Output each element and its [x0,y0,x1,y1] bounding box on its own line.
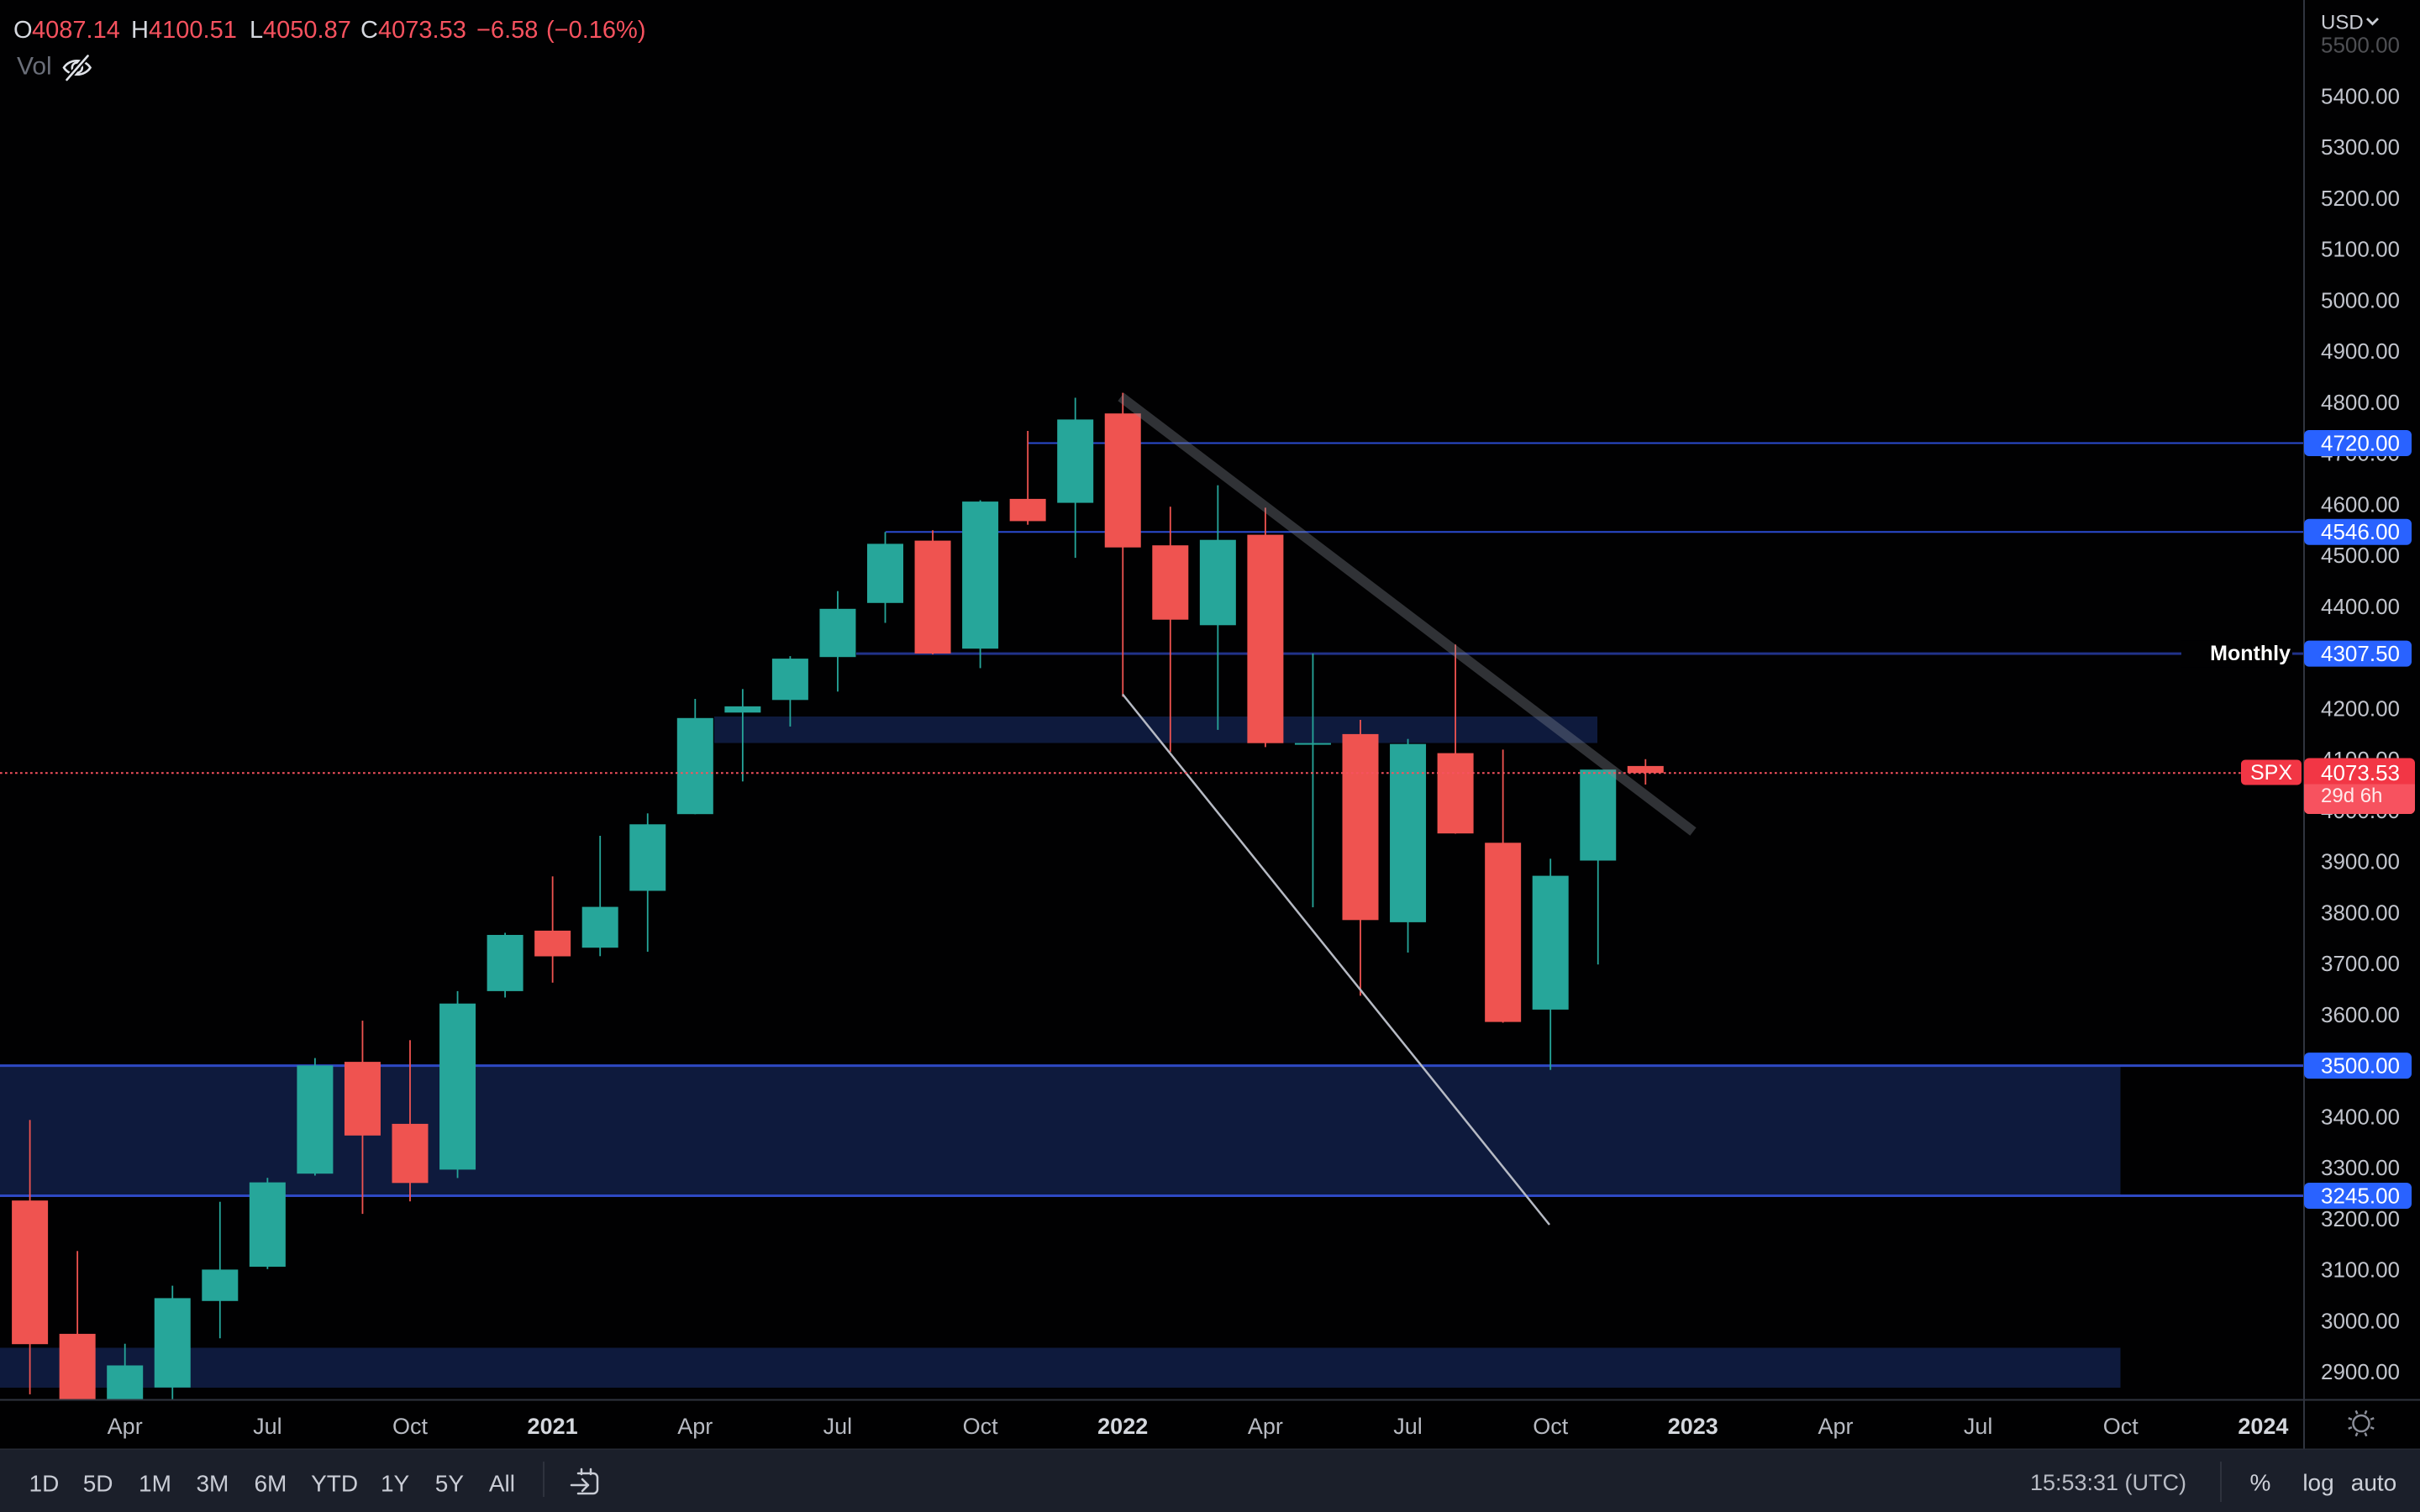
svg-text:4073.53: 4073.53 [2321,760,2400,785]
svg-text:5Y: 5Y [435,1471,465,1497]
svg-text:3500.00: 3500.00 [2321,1053,2400,1079]
svg-text:3700.00: 3700.00 [2321,951,2400,976]
svg-text:%: % [2250,1470,2271,1496]
svg-text:4400.00: 4400.00 [2321,594,2400,619]
svg-text:(−0.16%): (−0.16%) [546,17,645,44]
svg-text:C: C [360,17,378,44]
svg-text:4200.00: 4200.00 [2321,696,2400,721]
svg-text:H: H [131,17,149,44]
svg-text:Jul: Jul [1964,1414,1993,1439]
svg-text:3245.00: 3245.00 [2321,1184,2400,1209]
svg-text:4100.51: 4100.51 [149,17,237,44]
svg-text:2022: 2022 [1097,1414,1148,1439]
svg-text:Oct: Oct [963,1414,999,1439]
svg-text:YTD: YTD [311,1471,358,1497]
svg-text:3000.00: 3000.00 [2321,1308,2400,1333]
svg-text:4720.00: 4720.00 [2321,431,2400,456]
svg-text:O: O [13,17,33,44]
svg-text:SPX: SPX [2250,761,2292,785]
svg-text:Vol: Vol [17,53,52,81]
svg-text:Oct: Oct [2103,1414,2139,1439]
svg-text:3600.00: 3600.00 [2321,1002,2400,1027]
svg-text:Jul: Jul [823,1414,853,1439]
svg-text:4073.53: 4073.53 [378,17,466,44]
svg-text:Apr: Apr [1248,1414,1283,1439]
svg-text:Jul: Jul [253,1414,282,1439]
svg-text:5500.00: 5500.00 [2321,33,2400,58]
svg-text:3800.00: 3800.00 [2321,900,2400,925]
svg-text:4500.00: 4500.00 [2321,543,2400,568]
svg-text:3100.00: 3100.00 [2321,1257,2400,1283]
svg-text:Apr: Apr [677,1414,713,1439]
svg-text:All: All [489,1471,515,1497]
svg-text:4050.87: 4050.87 [263,17,351,44]
svg-text:5D: 5D [83,1471,113,1497]
svg-text:5000.00: 5000.00 [2321,287,2400,312]
svg-text:4087.14: 4087.14 [32,17,120,44]
svg-text:2021: 2021 [528,1414,578,1439]
svg-text:4600.00: 4600.00 [2321,491,2400,517]
svg-text:−6.58: −6.58 [476,17,538,44]
svg-text:5200.00: 5200.00 [2321,186,2400,211]
svg-text:2024: 2024 [2238,1414,2288,1439]
svg-text:3200.00: 3200.00 [2321,1206,2400,1231]
svg-text:29d 6h: 29d 6h [2321,785,2382,807]
svg-text:2023: 2023 [1668,1414,1718,1439]
svg-text:5400.00: 5400.00 [2321,83,2400,108]
svg-text:auto: auto [2351,1470,2397,1496]
svg-text:Monthly: Monthly [2210,642,2291,665]
svg-text:Oct: Oct [1533,1414,1569,1439]
svg-text:3900.00: 3900.00 [2321,849,2400,874]
svg-text:Jul: Jul [1393,1414,1423,1439]
svg-text:1M: 1M [139,1471,171,1497]
svg-text:15:53:31 (UTC): 15:53:31 (UTC) [2030,1470,2186,1495]
svg-text:3400.00: 3400.00 [2321,1104,2400,1129]
svg-text:3300.00: 3300.00 [2321,1155,2400,1180]
svg-text:4307.50: 4307.50 [2321,641,2400,666]
svg-text:L: L [250,17,263,44]
svg-text:4900.00: 4900.00 [2321,339,2400,364]
svg-text:Oct: Oct [392,1414,429,1439]
svg-text:5300.00: 5300.00 [2321,134,2400,160]
svg-text:2900.00: 2900.00 [2321,1359,2400,1384]
svg-text:6M: 6M [254,1471,287,1497]
svg-text:4546.00: 4546.00 [2321,519,2400,544]
svg-text:5100.00: 5100.00 [2321,237,2400,262]
svg-text:4800.00: 4800.00 [2321,390,2400,415]
svg-text:USD: USD [2321,12,2364,34]
svg-text:1Y: 1Y [381,1471,410,1497]
svg-text:Apr: Apr [108,1414,143,1439]
svg-text:Apr: Apr [1818,1414,1853,1439]
svg-text:3M: 3M [196,1471,229,1497]
svg-text:1D: 1D [29,1471,60,1497]
svg-text:log: log [2302,1470,2333,1496]
